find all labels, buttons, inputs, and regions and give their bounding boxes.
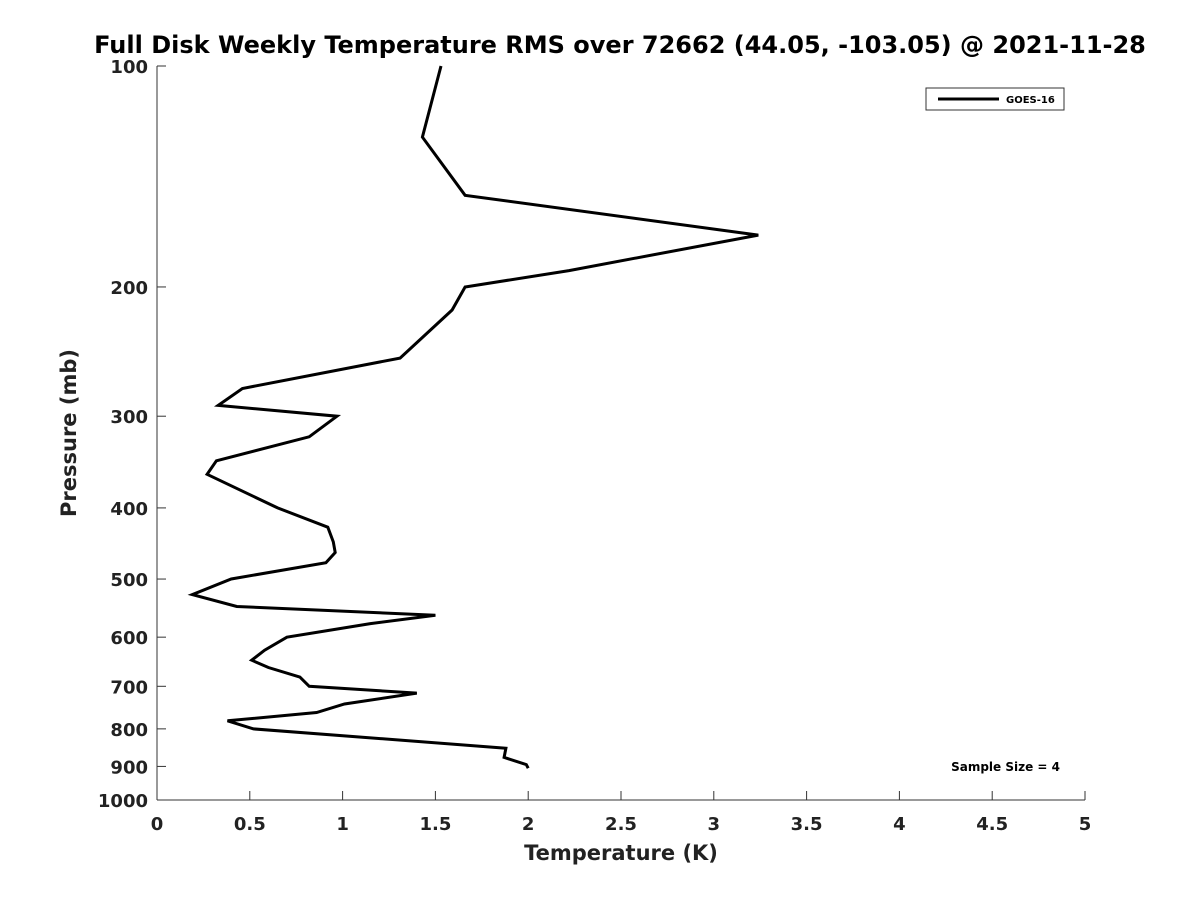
sample-size-annotation: Sample Size = 4 xyxy=(951,760,1060,774)
x-tick-label: 3.5 xyxy=(791,814,823,835)
y-tick-label: 200 xyxy=(110,278,148,299)
x-tick-label: 0 xyxy=(151,814,164,835)
x-tick-label: 5 xyxy=(1079,814,1092,835)
y-tick-label: 800 xyxy=(110,720,148,741)
series-line-goes-16 xyxy=(187,65,759,769)
x-tick-label: 2.5 xyxy=(605,814,637,835)
y-tick-label: 400 xyxy=(110,499,148,520)
y-axis-label: Pressure (mb) xyxy=(57,349,81,517)
x-axis-label: Temperature (K) xyxy=(524,841,718,865)
x-tick-label: 3 xyxy=(708,814,721,835)
x-tick-label: 0.5 xyxy=(234,814,266,835)
legend: GOES-16 xyxy=(925,87,1065,111)
y-tick-label: 300 xyxy=(110,407,148,428)
x-tick-label: 4 xyxy=(893,814,906,835)
legend-entry-goes-16: GOES-16 xyxy=(1006,95,1055,106)
y-tick-label: 900 xyxy=(110,757,148,778)
plot-area: 0 0.5 1 1.5 2 2.5 3 3.5 4 4.5 5 100 200 300 400 500 600… xyxy=(98,57,1091,835)
y-tick-label: 100 xyxy=(110,57,148,78)
series-layer xyxy=(187,65,759,769)
y-tick-label: 700 xyxy=(110,677,148,698)
y-tick-label: 500 xyxy=(110,570,148,591)
y-tick-label: 600 xyxy=(110,628,148,649)
x-tick-label: 4.5 xyxy=(976,814,1008,835)
x-tick-label: 2 xyxy=(522,814,535,835)
y-tick-label: 1000 xyxy=(98,791,148,812)
chart-title: Full Disk Weekly Temperature RMS over 72… xyxy=(94,31,1146,59)
x-axis-ticks: 0 0.5 1 1.5 2 2.5 3 3.5 4 4.5 5 xyxy=(151,791,1092,835)
x-tick-label: 1 xyxy=(336,814,349,835)
x-tick-label: 1.5 xyxy=(419,814,451,835)
y-axis-ticks: 100 200 300 400 500 600 700 800 900 1000 xyxy=(98,57,166,812)
